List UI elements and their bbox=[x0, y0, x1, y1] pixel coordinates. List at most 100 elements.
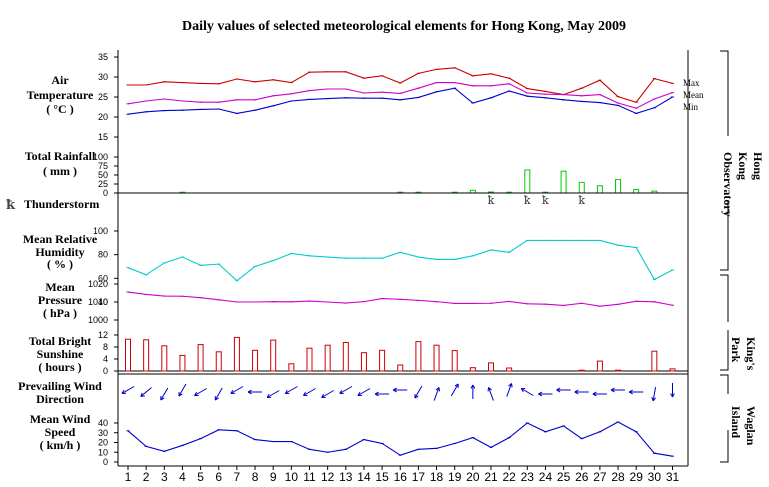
wind-arrow-shaft bbox=[285, 386, 298, 394]
wind-arrow-head bbox=[454, 383, 459, 387]
x-tick-label: 27 bbox=[593, 470, 607, 484]
y-tick-label: 80 bbox=[98, 250, 108, 260]
station-bracket bbox=[720, 200, 729, 271]
y-tick-label: 75 bbox=[98, 161, 108, 171]
panel-label-line: Mean Wind bbox=[30, 412, 91, 426]
x-tick-label: 14 bbox=[357, 470, 371, 484]
y-tick-label: 35 bbox=[98, 52, 108, 62]
station-bracket bbox=[720, 374, 729, 394]
thunderstorm-legend-icon: ꝁ bbox=[6, 197, 16, 212]
series-max-line bbox=[128, 67, 673, 103]
wind-arrow bbox=[266, 390, 280, 398]
wind-arrow bbox=[247, 389, 263, 395]
sun-bar bbox=[233, 336, 240, 372]
y-tick-label: 30 bbox=[98, 72, 108, 82]
y-ticks-sun: 0 4 8 12 bbox=[98, 330, 118, 376]
station-label-line: Observatory bbox=[721, 152, 735, 217]
wind-arrow-head bbox=[230, 389, 234, 394]
series-rh-line bbox=[127, 239, 673, 282]
y-tick-label: 20 bbox=[98, 112, 108, 122]
rain-bar bbox=[560, 170, 567, 194]
x-tick-label: 6 bbox=[215, 470, 222, 484]
rain-bar bbox=[615, 179, 622, 194]
legend-entry-min: Min bbox=[683, 102, 699, 112]
series-rh bbox=[126, 239, 674, 282]
wind-arrow-head bbox=[284, 389, 288, 394]
station-label-line: Island bbox=[729, 406, 743, 438]
sun-bar bbox=[615, 369, 622, 372]
y-tick-label: 10 bbox=[98, 447, 108, 457]
y-tick-label: 100 bbox=[93, 226, 108, 236]
wind-arrow-head bbox=[556, 389, 561, 393]
station-label-line: King's bbox=[744, 337, 758, 371]
x-tick-label: 28 bbox=[611, 470, 625, 484]
x-tick-label: 20 bbox=[466, 470, 480, 484]
wind-arrow-head bbox=[374, 393, 379, 397]
wind-arrow-shaft bbox=[339, 386, 353, 394]
wind-arrow-head bbox=[574, 389, 579, 393]
wind-arrow bbox=[121, 386, 135, 394]
sun-bar bbox=[451, 350, 458, 372]
panel-label-line: Sunshine bbox=[37, 347, 84, 361]
y-tick-label: 0 bbox=[103, 188, 108, 198]
sun-bar bbox=[215, 351, 222, 372]
wind-arrow-head bbox=[487, 387, 490, 392]
x-tick-label: 23 bbox=[521, 470, 535, 484]
wind-arrow-head bbox=[321, 393, 325, 398]
x-tick-label: 4 bbox=[179, 470, 186, 484]
wind-arrow-shaft bbox=[140, 387, 152, 397]
y-tick-label: 20 bbox=[98, 438, 108, 448]
x-tick-label: 16 bbox=[394, 470, 408, 484]
y-tick-label: 1010 bbox=[88, 297, 108, 307]
legend-entry-mean: Mean bbox=[683, 90, 704, 100]
station-labels: HongKongObservatoryKing'sParkWaglanIslan… bbox=[720, 50, 765, 463]
wind-arrow-head bbox=[160, 397, 165, 401]
x-tick-label: 9 bbox=[270, 470, 277, 484]
panel-label-line: Total Bright bbox=[29, 334, 92, 348]
thunderstorm-day-icon: ꝁ bbox=[488, 195, 495, 207]
wind-arrow-head bbox=[194, 391, 198, 396]
wind-arrow bbox=[506, 383, 513, 397]
station-bracket bbox=[720, 330, 729, 371]
sun-bar bbox=[506, 367, 513, 372]
station-bracket bbox=[720, 274, 729, 322]
sun-bar bbox=[342, 342, 349, 372]
wind-arrow-shaft bbox=[520, 388, 534, 396]
sun-bar bbox=[161, 345, 168, 372]
x-tick-label: 31 bbox=[666, 470, 680, 484]
station-bracket bbox=[720, 50, 729, 136]
x-tick-label: 8 bbox=[252, 470, 259, 484]
wind-arrow-head bbox=[393, 387, 398, 391]
x-tick-label: 18 bbox=[430, 470, 444, 484]
wind-arrow-shaft bbox=[230, 386, 244, 394]
wind-direction-arrows bbox=[118, 373, 688, 402]
wind-arrow-head bbox=[538, 391, 543, 395]
rain-bar bbox=[596, 185, 603, 194]
x-tick-label: 3 bbox=[161, 470, 168, 484]
wind-arrow bbox=[214, 387, 223, 401]
wind-arrow-shaft bbox=[214, 387, 223, 401]
wind-arrow-head bbox=[374, 391, 379, 395]
x-tick-label: 15 bbox=[375, 470, 389, 484]
y-tick-label: 40 bbox=[98, 418, 108, 428]
y-ticks-temp: 15 20 25 30 35 bbox=[98, 52, 118, 142]
panel-label-line: ( mm ) bbox=[43, 164, 77, 178]
series-wspd-line bbox=[127, 421, 673, 457]
series-mean-line bbox=[127, 82, 673, 109]
x-tick-label: 22 bbox=[502, 470, 516, 484]
wind-arrow bbox=[178, 383, 187, 397]
y-tick-label: 4 bbox=[103, 354, 108, 364]
wind-arrow-head bbox=[610, 389, 615, 393]
panel-label-line: ( °C ) bbox=[46, 102, 73, 116]
wind-arrow-head bbox=[672, 393, 675, 398]
sun-bar bbox=[433, 344, 440, 372]
wind-arrow-shaft bbox=[178, 383, 187, 397]
y-tick-label: 12 bbox=[98, 330, 108, 340]
wind-arrow-head bbox=[652, 397, 657, 402]
wind-arrow bbox=[414, 385, 423, 399]
